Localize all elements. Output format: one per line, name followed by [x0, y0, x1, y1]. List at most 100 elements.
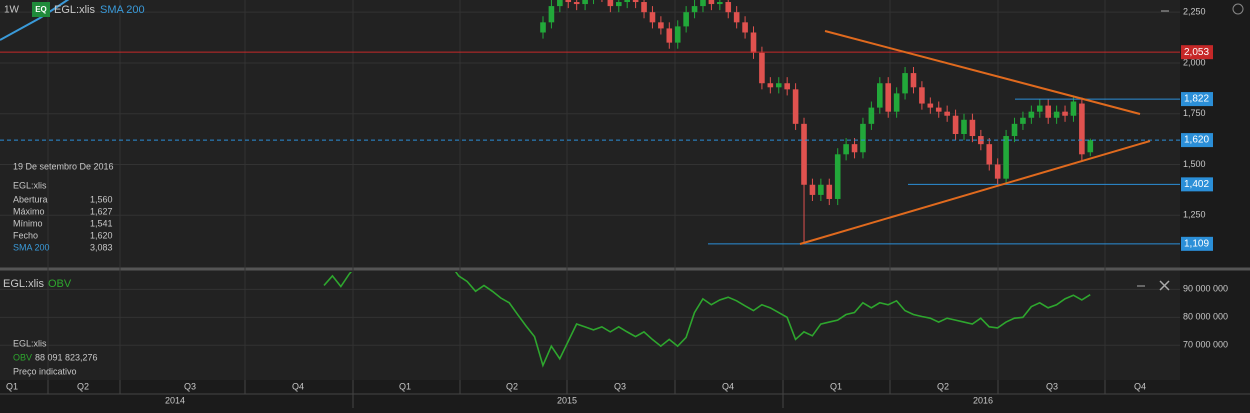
y-tick-label: 1,750	[1183, 108, 1206, 118]
price-marks	[0, 0, 1180, 245]
candle-body	[1036, 105, 1043, 112]
candle-body	[691, 6, 698, 13]
level-label: 1,402	[1184, 179, 1209, 190]
info-label: Mínimo	[13, 218, 43, 228]
candle-body	[674, 26, 681, 43]
obv-legend-name: OBV	[13, 352, 32, 362]
grid	[0, 0, 1180, 380]
level-label: 1,620	[1184, 135, 1209, 146]
quarter-label: Q4	[1134, 381, 1146, 391]
level-box	[1181, 133, 1213, 148]
level-box	[1181, 177, 1213, 192]
quarter-label: Q1	[399, 381, 411, 391]
level-label: 2,053	[1184, 47, 1209, 58]
quarter-label: Q3	[614, 381, 626, 391]
candle-body	[986, 144, 993, 165]
close-icon[interactable]	[1159, 280, 1170, 291]
info-rows: Abertura 1,560 Máximo 1,627 Mínimo 1,541 Fecho…	[13, 194, 113, 252]
candle-body	[666, 28, 673, 43]
candle-body	[994, 164, 1001, 179]
candle-body	[649, 12, 656, 23]
price-panel	[0, 0, 1180, 245]
candle-body	[658, 22, 664, 29]
quarter-label: Q2	[937, 381, 949, 391]
candle-body	[1079, 103, 1085, 155]
y-tick-label: 1,250	[1183, 210, 1206, 220]
quarter-label: Q4	[722, 381, 734, 391]
candle-body	[935, 107, 942, 112]
candle-body	[641, 2, 647, 13]
info-symbol: EGL:xlis	[13, 180, 47, 190]
time-axis	[0, 380, 1250, 413]
candle-body	[759, 52, 765, 84]
candle-body	[1020, 117, 1026, 124]
candle-body	[683, 12, 689, 27]
candle-body	[801, 123, 807, 185]
y-tick-label: 90 000 000	[1183, 284, 1228, 294]
candle-body	[540, 22, 546, 33]
candle-body	[910, 73, 917, 88]
y-tick-label: 1,500	[1183, 159, 1206, 169]
candle-body	[893, 93, 900, 112]
obv-note: Preço indicativo	[13, 366, 77, 376]
info-label: Máximo	[13, 206, 45, 216]
symbol: EGL:xlis	[54, 4, 95, 16]
info-label: Fecho	[13, 230, 38, 240]
year-label: 2014	[165, 395, 185, 405]
trend-line	[799, 140, 1151, 245]
candle-body	[565, 0, 572, 3]
info-date: 19 De setembro De 2016	[13, 161, 114, 171]
y-tick-label: 70 000 000	[1183, 340, 1228, 350]
candle-body	[1070, 101, 1077, 116]
indicator: SMA 200	[100, 4, 145, 16]
candle-body	[826, 184, 833, 199]
candle-body	[557, 0, 563, 7]
candle-body	[902, 73, 908, 94]
candle-body	[548, 6, 555, 23]
info-value: 1,620	[90, 230, 113, 240]
obv-symbol: EGL:xlis	[3, 278, 44, 290]
interval[interactable]: 1W	[4, 5, 20, 16]
badge-box	[32, 2, 50, 17]
candle-body	[1045, 105, 1051, 118]
candle-body	[952, 115, 959, 134]
quarter-label: Q3	[1046, 381, 1058, 391]
candle-body	[927, 103, 934, 108]
info-value: 1,541	[90, 218, 113, 228]
year-label: 2015	[557, 395, 577, 405]
candle-body	[818, 184, 824, 195]
candle-body	[851, 144, 858, 153]
clock-icon[interactable]	[1232, 3, 1244, 15]
info-label: SMA 200	[13, 242, 50, 252]
candle-body	[860, 123, 866, 153]
candle-body	[742, 22, 748, 33]
candle-body	[877, 83, 883, 108]
info-value: 1,560	[90, 194, 113, 204]
candle-body	[1003, 136, 1009, 179]
obv-marks	[323, 272, 1091, 368]
candle-body	[885, 83, 892, 112]
candle-body	[632, 0, 639, 3]
y-tick-label: 2,250	[1183, 7, 1206, 17]
info-value: 3,083	[90, 242, 113, 252]
quarter-label: Q3	[184, 381, 196, 391]
candle-body	[607, 0, 614, 7]
obv-line	[323, 272, 1091, 368]
candle-body	[1028, 111, 1035, 118]
level-label: 1,109	[1184, 238, 1209, 249]
candle-body	[582, 0, 588, 5]
candle-body	[624, 0, 630, 3]
quarter-label: Q2	[77, 381, 89, 391]
level-box	[1181, 45, 1213, 60]
candle-body	[767, 83, 774, 88]
badge: EQ	[35, 5, 47, 14]
candle-body	[809, 184, 816, 195]
level-box	[1181, 92, 1213, 107]
candle-body	[775, 83, 782, 88]
axes: Q1 Q2 Q3 Q4 Q1 Q2 Q3 Q4 Q1 Q2 Q3 Q4 2014 2015 2016 2,25…	[6, 7, 1228, 408]
candle-body	[784, 83, 790, 90]
candle-body	[792, 89, 799, 124]
